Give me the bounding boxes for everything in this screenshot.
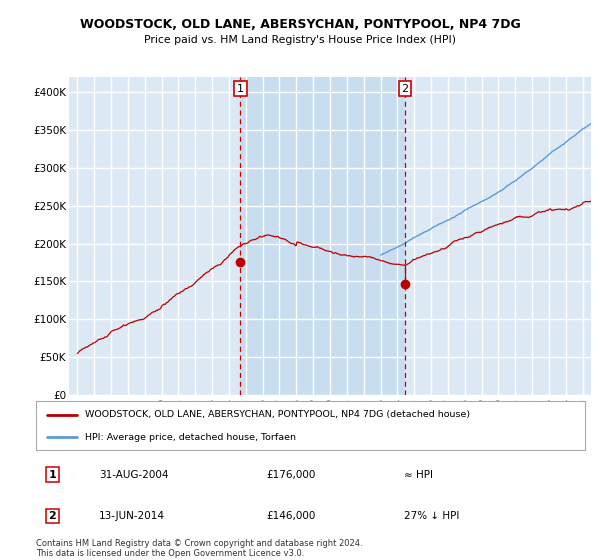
Text: WOODSTOCK, OLD LANE, ABERSYCHAN, PONTYPOOL, NP4 7DG (detached house): WOODSTOCK, OLD LANE, ABERSYCHAN, PONTYPO… <box>85 410 470 419</box>
Text: ≈ HPI: ≈ HPI <box>404 470 433 479</box>
Text: Price paid vs. HM Land Registry's House Price Index (HPI): Price paid vs. HM Land Registry's House … <box>144 35 456 45</box>
Text: 1: 1 <box>237 83 244 94</box>
Bar <box>240 77 405 395</box>
Text: 2: 2 <box>49 511 56 521</box>
Text: 1: 1 <box>49 470 56 479</box>
Text: 31-AUG-2004: 31-AUG-2004 <box>99 470 169 479</box>
Text: 27% ↓ HPI: 27% ↓ HPI <box>404 511 459 521</box>
Text: 13-JUN-2014: 13-JUN-2014 <box>99 511 165 521</box>
Text: 2: 2 <box>401 83 409 94</box>
Text: WOODSTOCK, OLD LANE, ABERSYCHAN, PONTYPOOL, NP4 7DG: WOODSTOCK, OLD LANE, ABERSYCHAN, PONTYPO… <box>80 17 520 31</box>
Text: Contains HM Land Registry data © Crown copyright and database right 2024.
This d: Contains HM Land Registry data © Crown c… <box>36 539 362 558</box>
Text: £146,000: £146,000 <box>266 511 316 521</box>
Text: HPI: Average price, detached house, Torfaen: HPI: Average price, detached house, Torf… <box>85 433 296 442</box>
Text: £176,000: £176,000 <box>266 470 316 479</box>
